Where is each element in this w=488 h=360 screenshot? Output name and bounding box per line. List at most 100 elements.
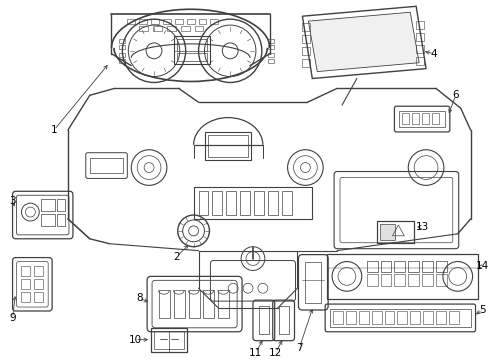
- Bar: [407, 274, 418, 286]
- Bar: [210, 19, 218, 24]
- Bar: [332, 311, 342, 324]
- Bar: [379, 224, 395, 240]
- Bar: [384, 311, 394, 324]
- Bar: [366, 261, 377, 273]
- Bar: [198, 191, 208, 215]
- Bar: [302, 35, 310, 43]
- Bar: [139, 26, 148, 31]
- Bar: [402, 113, 408, 124]
- Bar: [278, 306, 288, 334]
- Bar: [119, 39, 125, 43]
- Bar: [151, 19, 159, 24]
- Bar: [421, 274, 432, 286]
- Text: 1: 1: [51, 125, 57, 135]
- Bar: [394, 274, 405, 286]
- Bar: [173, 290, 184, 318]
- Bar: [435, 274, 446, 286]
- Bar: [119, 53, 125, 57]
- Bar: [57, 214, 65, 226]
- Bar: [151, 328, 186, 352]
- Bar: [431, 113, 438, 124]
- Bar: [173, 36, 210, 64]
- Bar: [435, 311, 445, 324]
- Bar: [302, 59, 310, 67]
- Bar: [267, 39, 273, 43]
- Bar: [305, 261, 321, 303]
- Bar: [399, 111, 444, 127]
- Bar: [267, 59, 273, 63]
- Bar: [166, 26, 175, 31]
- Bar: [119, 59, 125, 63]
- Bar: [194, 26, 203, 31]
- Bar: [89, 158, 123, 174]
- Bar: [177, 53, 207, 61]
- Bar: [394, 261, 405, 273]
- Bar: [163, 19, 170, 24]
- Text: 2: 2: [173, 252, 180, 262]
- Bar: [21, 266, 30, 276]
- Bar: [139, 19, 147, 24]
- Bar: [448, 311, 458, 324]
- Text: 12: 12: [268, 347, 282, 357]
- Text: 5: 5: [478, 305, 485, 315]
- Text: 4: 4: [430, 49, 436, 59]
- Polygon shape: [308, 12, 418, 72]
- Bar: [186, 19, 194, 24]
- Bar: [376, 221, 413, 243]
- Bar: [409, 311, 419, 324]
- Bar: [345, 311, 355, 324]
- Bar: [57, 199, 65, 211]
- Bar: [258, 306, 268, 334]
- Text: 13: 13: [415, 222, 428, 232]
- Bar: [193, 187, 312, 219]
- Bar: [21, 292, 30, 302]
- Bar: [281, 191, 291, 215]
- Bar: [188, 290, 199, 318]
- Bar: [421, 113, 428, 124]
- Bar: [41, 199, 55, 211]
- Bar: [253, 191, 264, 215]
- Bar: [415, 45, 423, 53]
- Bar: [226, 191, 236, 215]
- Bar: [41, 214, 55, 226]
- Bar: [203, 290, 214, 318]
- Bar: [119, 45, 125, 49]
- Bar: [435, 261, 446, 273]
- Bar: [326, 253, 477, 299]
- Bar: [302, 23, 310, 31]
- Bar: [205, 132, 250, 159]
- Bar: [302, 47, 310, 55]
- Bar: [415, 21, 423, 29]
- Text: 14: 14: [475, 261, 488, 271]
- Bar: [422, 311, 432, 324]
- Bar: [267, 191, 277, 215]
- Bar: [159, 290, 169, 318]
- Text: 10: 10: [128, 335, 142, 345]
- Text: 9: 9: [9, 313, 16, 323]
- Text: 8: 8: [136, 293, 142, 303]
- Bar: [154, 331, 183, 348]
- Bar: [198, 19, 206, 24]
- Bar: [415, 33, 423, 41]
- Bar: [421, 261, 432, 273]
- Text: 3: 3: [9, 196, 16, 206]
- Bar: [397, 311, 407, 324]
- Text: 6: 6: [451, 90, 458, 100]
- Bar: [366, 274, 377, 286]
- Bar: [411, 113, 418, 124]
- Bar: [267, 45, 273, 49]
- Bar: [329, 309, 469, 327]
- Bar: [34, 266, 43, 276]
- Bar: [380, 261, 391, 273]
- Bar: [371, 311, 381, 324]
- Bar: [407, 261, 418, 273]
- Bar: [415, 57, 423, 65]
- Bar: [174, 19, 183, 24]
- Bar: [240, 191, 249, 215]
- Bar: [267, 53, 273, 57]
- Bar: [358, 311, 368, 324]
- Bar: [153, 26, 162, 31]
- Bar: [380, 274, 391, 286]
- Text: 11: 11: [249, 347, 262, 357]
- Bar: [218, 290, 229, 318]
